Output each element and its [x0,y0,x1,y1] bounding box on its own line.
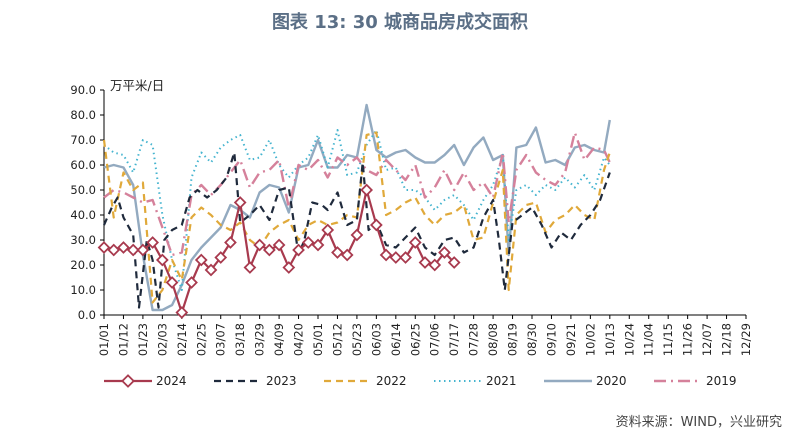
y-tick-label: 0.0 [78,308,96,322]
x-tick-label: 05/12 [330,323,344,356]
legend-label-2021: 2021 [486,374,517,388]
data-point-2024 [175,306,189,319]
data-point-2024 [340,248,354,262]
x-tick-label: 05/01 [311,323,325,356]
data-point-2024 [214,251,228,264]
data-point-2024 [97,241,111,254]
data-point-2024 [146,236,160,249]
data-point-2024 [224,236,237,249]
y-tick-label: 90.0 [70,83,96,97]
source-note: 资料来源：WIND，兴业研究 [615,415,782,430]
data-point-2024 [379,248,393,262]
data-point-2024 [253,238,267,252]
x-tick-label: 12/07 [700,323,714,356]
x-tick-label: 07/17 [447,323,461,356]
data-point-2024 [301,236,315,249]
y-tick-label: 30.0 [70,233,96,247]
x-tick-label: 02/25 [194,323,208,356]
data-point-2024 [331,246,344,259]
legend-label-2020: 2020 [596,374,627,388]
data-point-2024 [321,223,335,237]
data-point-2024 [292,243,305,257]
x-tick-label: 03/29 [253,323,267,356]
y-tick-label: 70.0 [70,133,96,147]
legend-label-2024: 2024 [156,374,187,388]
data-point-2024 [165,276,179,289]
data-point-2024 [399,251,412,264]
data-point-2024 [272,238,286,252]
data-point-2024 [117,241,130,254]
data-point-2024 [185,276,198,289]
x-tick-label: 07/06 [428,323,442,356]
x-tick-label: 10/24 [622,323,636,356]
data-point-2024 [369,218,383,232]
data-point-2024 [447,256,461,269]
legend-label-2019: 2019 [706,374,737,388]
x-tick-label: 09/21 [564,323,578,356]
x-tick-label: 10/13 [603,323,617,356]
x-tick-label: 11/26 [681,323,695,356]
data-point-2024 [262,243,276,257]
data-point-2024 [428,258,442,272]
y-axis-unit-label: 万平米/日 [110,78,164,93]
data-point-2024 [126,243,140,257]
y-tick-label: 50.0 [70,183,96,197]
series-layer [97,103,611,319]
x-tick-label: 09/10 [544,323,558,356]
data-point-2024 [438,246,451,259]
x-tick-label: 04/09 [272,323,286,356]
x-tick-label: 08/08 [486,323,500,356]
x-tick-label: 11/15 [661,323,675,356]
series-line-2019 [103,131,611,257]
data-point-2024 [204,263,218,277]
y-tick-label: 10.0 [70,283,96,297]
legend: 2024 2023 2022 2021 2020 2019 [104,374,737,388]
x-tick-label: 01/01 [97,323,111,356]
x-tick-label: 11/04 [642,323,656,356]
legend-marker-2024 [121,374,135,388]
data-point-2024 [243,261,257,274]
data-point-2024 [311,238,325,252]
data-point-2024 [408,236,422,249]
x-tick-label: 10/02 [583,323,597,356]
data-point-2024 [350,228,364,242]
x-tick-label: 06/14 [389,323,403,356]
data-point-2024 [389,251,403,264]
data-point-2024 [155,253,169,267]
legend-label-2022: 2022 [376,374,407,388]
x-tick-label: 06/25 [408,323,422,356]
y-tick-label: 20.0 [70,258,96,272]
series-line-2021 [103,129,611,291]
x-tick-label: 08/19 [506,323,520,356]
x-tick-label: 04/20 [292,323,306,356]
y-tick-label: 60.0 [70,158,96,172]
x-tick-label: 02/14 [175,323,189,356]
data-point-2024 [282,261,296,274]
series-line-2022 [102,131,611,304]
x-tick-label: 12/29 [739,323,753,356]
axes: 0.0 10.0 20.0 30.0 40.0 50.0 60.0 70.0 80.0 90.0 0… [70,83,753,356]
legend-label-2023: 2023 [266,374,297,388]
data-point-2024 [233,196,247,209]
x-tick-label: 08/30 [525,323,539,356]
y-tick-label: 80.0 [70,108,96,122]
x-tick-label: 05/23 [350,323,364,356]
x-tick-label: 03/18 [233,323,247,356]
x-tick-label: 02/03 [155,323,169,356]
x-tick-label: 01/12 [116,323,130,356]
y-tick-label: 40.0 [70,208,96,222]
data-point-2024 [107,243,121,257]
chart-title: 图表 13: 30 城商品房成交面积 [271,12,529,33]
x-tick-label: 06/03 [369,323,383,356]
series-line-2020 [103,103,611,312]
x-tick-label: 03/07 [214,323,228,356]
data-point-2024 [418,256,432,269]
x-tick-label: 12/18 [720,323,734,356]
x-tick-label: 07/28 [467,323,481,356]
x-tick-label: 01/23 [136,323,150,356]
data-point-2024 [194,253,208,267]
data-point-2024 [360,183,374,197]
data-point-2024 [136,243,150,257]
